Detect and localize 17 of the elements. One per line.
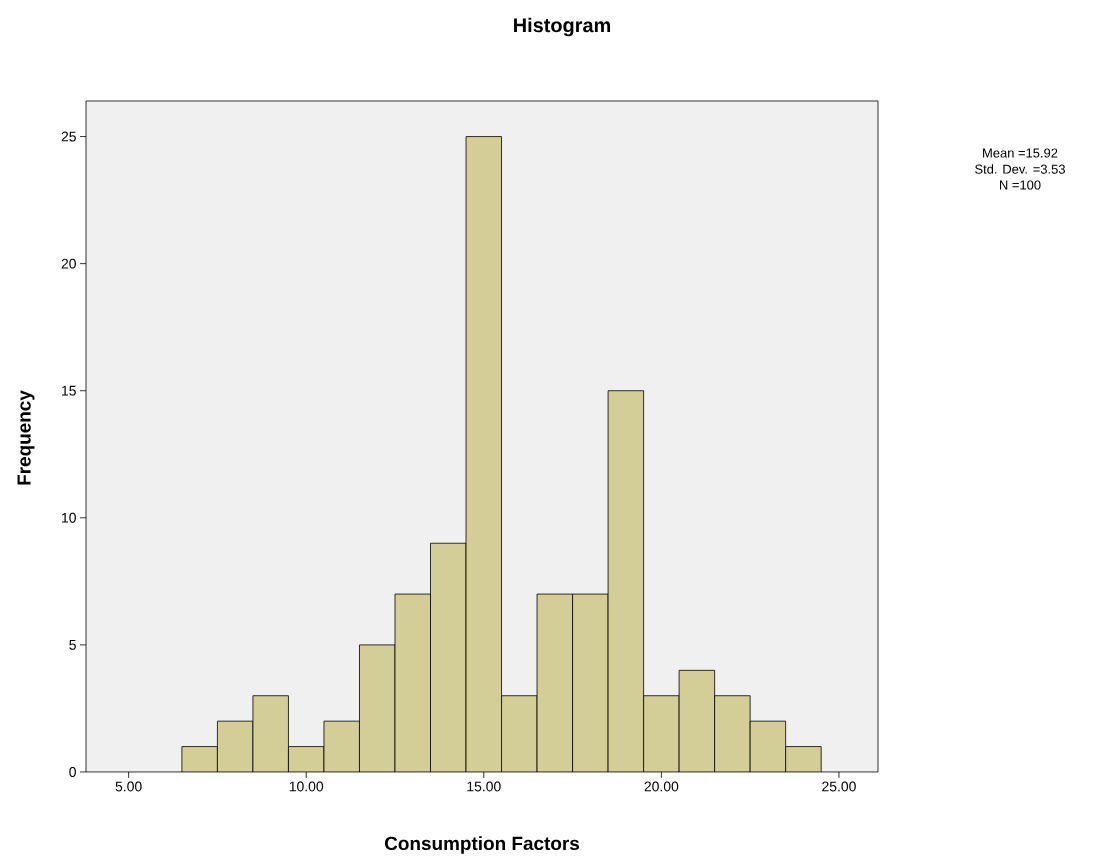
text: N =100 (1000, 180, 1041, 190)
chart-title: Histogram (514, 17, 611, 37)
y-tick-label: 20 (61, 258, 76, 269)
y-tick-label: 5 (69, 640, 76, 650)
x-tick-label: 20.00 (644, 781, 679, 792)
text: Std. Dev. =3.53 (975, 164, 1065, 174)
text: Mean =15.92 (983, 148, 1058, 158)
y-tick-label: 10 (62, 512, 76, 523)
y-tick-label: 15 (62, 385, 76, 396)
y-tick-label: 0 (69, 767, 76, 777)
x-tick-label: 15.00 (467, 781, 501, 792)
x-tick-label: 5.00 (115, 781, 142, 792)
x-axis-title: Consumption Factors (384, 836, 580, 854)
x-tick-label: 25.00 (822, 781, 856, 792)
y-tick-label: 25 (61, 131, 76, 142)
y-axis-title: Frequency (17, 390, 35, 485)
x-tick-label: 10.00 (289, 781, 324, 792)
